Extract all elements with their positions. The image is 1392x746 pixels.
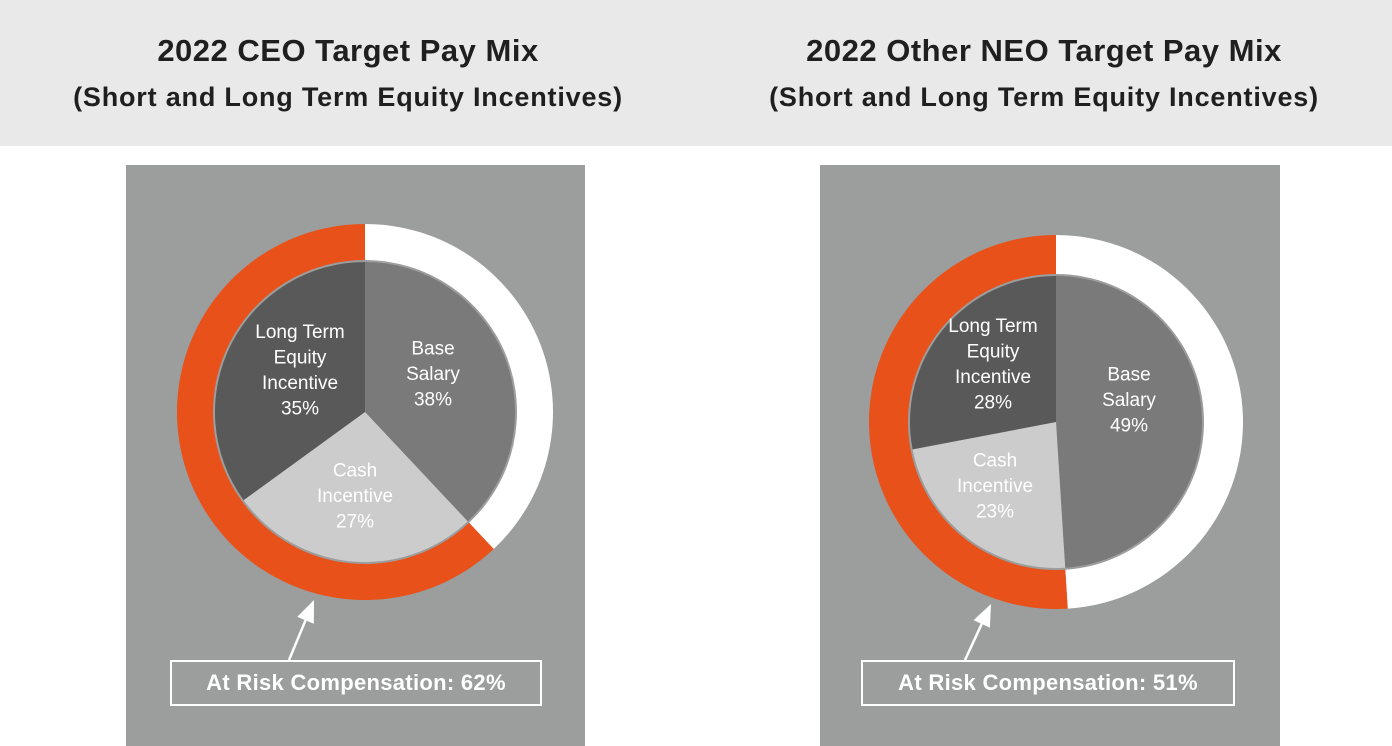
neo-chart-subtitle: (Short and Long Term Equity Incentives) xyxy=(769,82,1319,112)
ceo-pie-chart: Base Salary 38% Cash Incentive 27% Long Term Eq… xyxy=(176,224,553,661)
neo-label-long-term-equity-incentive-line: Equity xyxy=(967,341,1020,362)
ceo-label-long-term-equity-incentive-line: Long Term xyxy=(255,322,344,343)
neo-ring-at-risk xyxy=(868,235,1068,609)
neo-label-cash-incentive-line: 23% xyxy=(976,502,1014,523)
neo-label-base-salary: Base Salary 49% xyxy=(1102,365,1156,437)
ceo-chart-subtitle: (Short and Long Term Equity Incentives) xyxy=(73,82,623,112)
neo-ring-base-salary xyxy=(1056,235,1243,609)
neo-arrow-shaft xyxy=(963,623,983,661)
ceo-label-cash-incentive-line: Incentive xyxy=(317,486,393,507)
ceo-label-cash-incentive-line: Cash xyxy=(333,461,377,482)
neo-at-risk-callout: At Risk Compensation: 51% xyxy=(861,660,1235,706)
neo-label-base-salary-line: Base xyxy=(1107,365,1150,386)
ceo-label-long-term-equity-incentive-line: 35% xyxy=(281,398,319,419)
ceo-label-long-term-equity-incentive-line: Equity xyxy=(274,347,327,368)
ceo-label-long-term-equity-incentive-line: Incentive xyxy=(262,373,338,394)
ceo-label-base-salary-line: Salary xyxy=(406,364,460,385)
ceo-slice-long-term-equity-incentive xyxy=(215,262,365,501)
ceo-ring-base-salary xyxy=(365,224,553,550)
neo-label-cash-incentive-line: Cash xyxy=(973,451,1017,472)
neo-chart-title-block: 2022 Other NEO Target Pay Mix (Short and… xyxy=(696,28,1392,120)
neo-label-base-salary-line: Salary xyxy=(1102,390,1156,411)
ceo-label-cash-incentive: Cash Incentive 27% xyxy=(317,461,393,533)
ceo-arrow-head xyxy=(297,600,314,624)
neo-pie-chart: Base Salary 49% Cash Incentive 23% Long Term Eq… xyxy=(868,235,1243,661)
neo-label-long-term-equity-incentive-line: Long Term xyxy=(948,316,1037,337)
neo-chart-title: 2022 Other NEO Target Pay Mix xyxy=(806,33,1282,68)
ceo-label-cash-incentive-line: 27% xyxy=(336,512,374,533)
ceo-label-base-salary: Base Salary 38% xyxy=(406,339,460,411)
ceo-label-long-term-equity-incentive: Long Term Equity Incentive 35% xyxy=(255,322,344,420)
header-band: 2022 CEO Target Pay Mix (Short and Long … xyxy=(0,0,1392,146)
neo-slice-cash-incentive xyxy=(912,422,1066,568)
ceo-slice-base-salary xyxy=(365,262,515,522)
neo-slice-long-term-equity-incentive xyxy=(909,276,1056,450)
neo-label-cash-incentive: Cash Incentive 23% xyxy=(957,451,1033,523)
ceo-ring-at-risk xyxy=(176,224,494,600)
ceo-label-base-salary-line: Base xyxy=(411,339,454,360)
neo-label-cash-incentive-line: Incentive xyxy=(957,476,1033,497)
ceo-label-base-salary-line: 38% xyxy=(414,390,452,411)
ceo-chart-title-block: 2022 CEO Target Pay Mix (Short and Long … xyxy=(0,28,696,120)
ceo-at-risk-callout: At Risk Compensation: 62% xyxy=(170,660,542,706)
ceo-slice-cash-incentive xyxy=(243,412,468,563)
neo-slice-base-salary xyxy=(1056,276,1203,568)
neo-label-long-term-equity-incentive-line: 28% xyxy=(974,392,1012,413)
neo-label-long-term-equity-incentive-line: Incentive xyxy=(955,367,1031,388)
ceo-arrow-shaft xyxy=(287,619,307,661)
ceo-chart-title: 2022 CEO Target Pay Mix xyxy=(157,33,539,68)
neo-label-long-term-equity-incentive: Long Term Equity Incentive 28% xyxy=(948,316,1037,414)
neo-label-base-salary-line: 49% xyxy=(1110,416,1148,437)
neo-arrow-head xyxy=(973,604,991,628)
